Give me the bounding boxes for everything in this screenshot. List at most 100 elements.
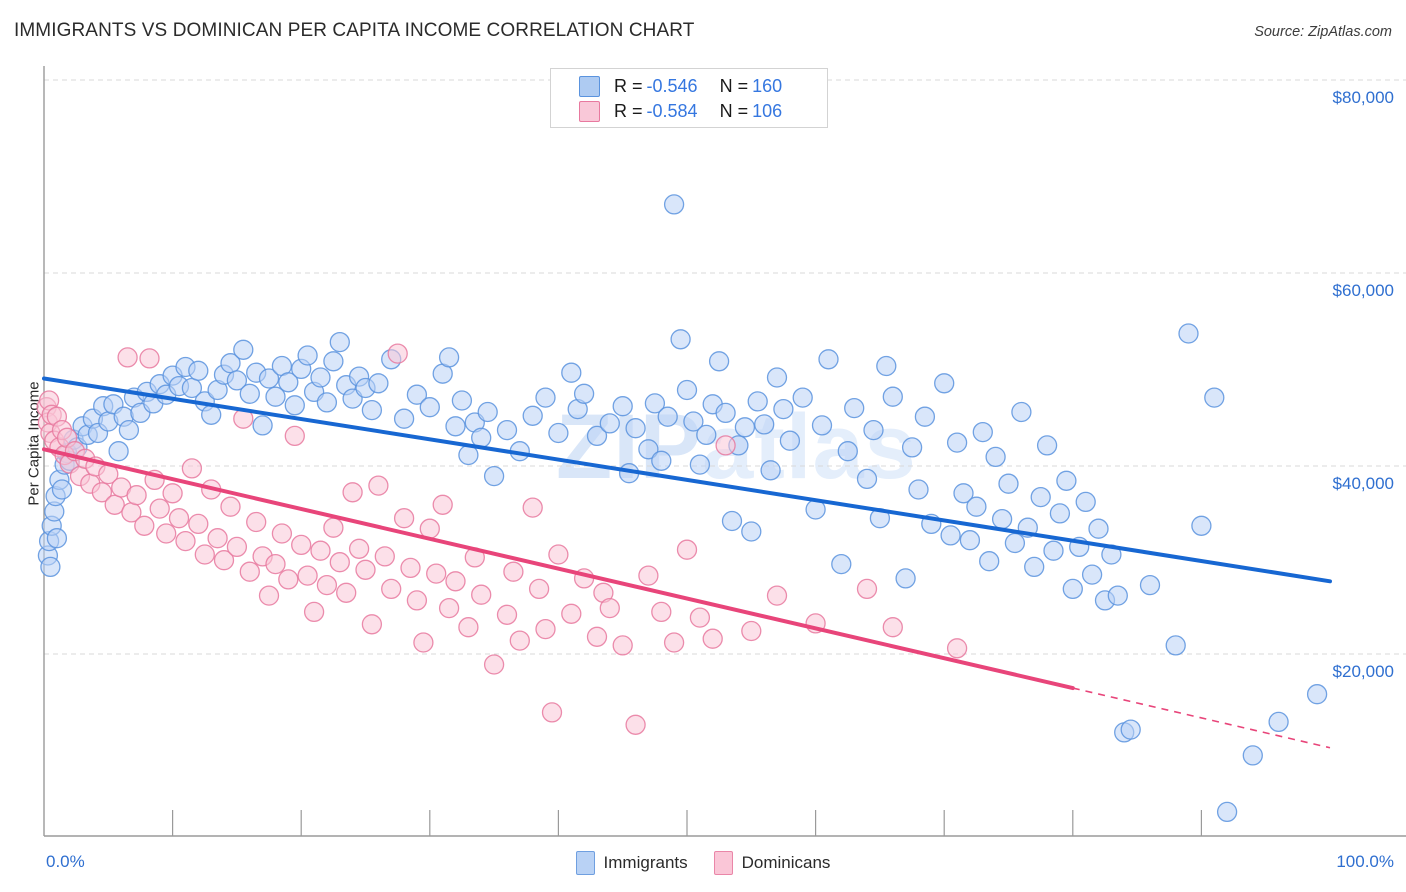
data-point [406, 384, 428, 405]
r-label-immigrants: R = [614, 76, 643, 96]
data-point [818, 349, 839, 370]
legend-label-immigrants: Immigrants [603, 853, 688, 872]
data-point [548, 422, 569, 444]
data-point [1075, 491, 1096, 513]
data-point [316, 392, 338, 413]
data-point [271, 523, 293, 544]
data-point [625, 418, 646, 439]
data-point [46, 528, 68, 549]
data-point [438, 347, 460, 368]
data-point [811, 415, 833, 436]
legend-label-dominicans: Dominicans [741, 853, 831, 872]
scatter-series-dominicans [36, 343, 968, 735]
data-point [368, 475, 389, 496]
data-point [297, 345, 318, 366]
data-point [361, 614, 383, 635]
data-point [104, 494, 125, 515]
data-point [387, 343, 408, 364]
data-point [1178, 323, 1199, 344]
data-point [1062, 578, 1083, 600]
data-point [792, 387, 813, 408]
data-point [355, 559, 376, 580]
data-point [432, 494, 453, 515]
data-point [940, 525, 961, 546]
data-point [181, 458, 203, 479]
data-point [715, 435, 736, 456]
r-label-dominicans: R = [614, 101, 643, 121]
data-point [168, 508, 190, 529]
data-point [284, 395, 305, 416]
data-point [207, 528, 228, 549]
data-point [561, 603, 582, 624]
data-point [1088, 518, 1109, 539]
data-point [651, 601, 672, 623]
data-point [239, 561, 260, 582]
data-point [496, 604, 518, 625]
data-point [638, 439, 659, 460]
data-point [548, 544, 569, 565]
data-point [471, 584, 492, 605]
data-point [310, 540, 331, 561]
data-point [426, 563, 447, 584]
data-point [1011, 401, 1032, 423]
x-axis-max-label: 100.0% [1336, 852, 1394, 871]
data-point [400, 557, 421, 579]
data-point [541, 702, 563, 723]
data-point [721, 510, 743, 532]
data-point [644, 393, 666, 414]
data-point [162, 483, 183, 504]
data-point [914, 406, 936, 427]
data-point [1268, 711, 1289, 733]
data-point [265, 386, 286, 407]
data-point [683, 411, 704, 432]
data-point [1049, 503, 1071, 524]
data-point [1081, 564, 1103, 585]
data-point [837, 441, 858, 462]
data-point [194, 544, 215, 565]
trendline-dominicans [42, 447, 1075, 691]
data-point [1043, 540, 1064, 561]
data-point [1204, 387, 1225, 408]
data-point [233, 339, 254, 360]
data-point [766, 585, 788, 606]
n-value-immigrants: 160 [752, 76, 783, 96]
data-point [696, 424, 717, 446]
data-point [316, 574, 338, 596]
legend-swatch-dominicans-icon [579, 101, 600, 122]
data-point [310, 367, 331, 388]
data-point [535, 618, 556, 640]
data-point [908, 479, 929, 500]
data-point [258, 585, 280, 606]
data-point [831, 553, 852, 575]
data-point [882, 386, 903, 407]
data-point [863, 419, 884, 441]
data-point [156, 523, 177, 544]
data-point [1004, 532, 1026, 554]
data-point [528, 578, 550, 600]
data-point [689, 607, 711, 628]
data-point [702, 628, 723, 649]
data-point [188, 513, 209, 535]
stats-row-dominicans: R = -0.584 N = 106 [579, 99, 827, 124]
data-point [336, 582, 357, 603]
data-point [503, 561, 524, 582]
data-point [393, 508, 415, 529]
data-point [979, 551, 1000, 572]
data-point [483, 465, 505, 487]
data-point [561, 362, 582, 383]
legend-item-immigrants[interactable]: Immigrants [575, 851, 688, 875]
x-axis-min-label: 0.0% [46, 852, 85, 871]
data-point [323, 517, 344, 538]
data-point [657, 406, 678, 427]
data-point [773, 398, 794, 420]
data-point [117, 347, 138, 368]
data-point [126, 485, 147, 506]
data-point [348, 538, 370, 559]
data-point [40, 556, 61, 578]
page-title: IMMIGRANTS VS DOMINICAN PER CAPITA INCOM… [14, 20, 695, 41]
data-point [393, 408, 415, 429]
legend-item-dominicans[interactable]: Dominicans [713, 851, 831, 875]
data-point [953, 483, 974, 504]
data-point [998, 473, 1019, 494]
